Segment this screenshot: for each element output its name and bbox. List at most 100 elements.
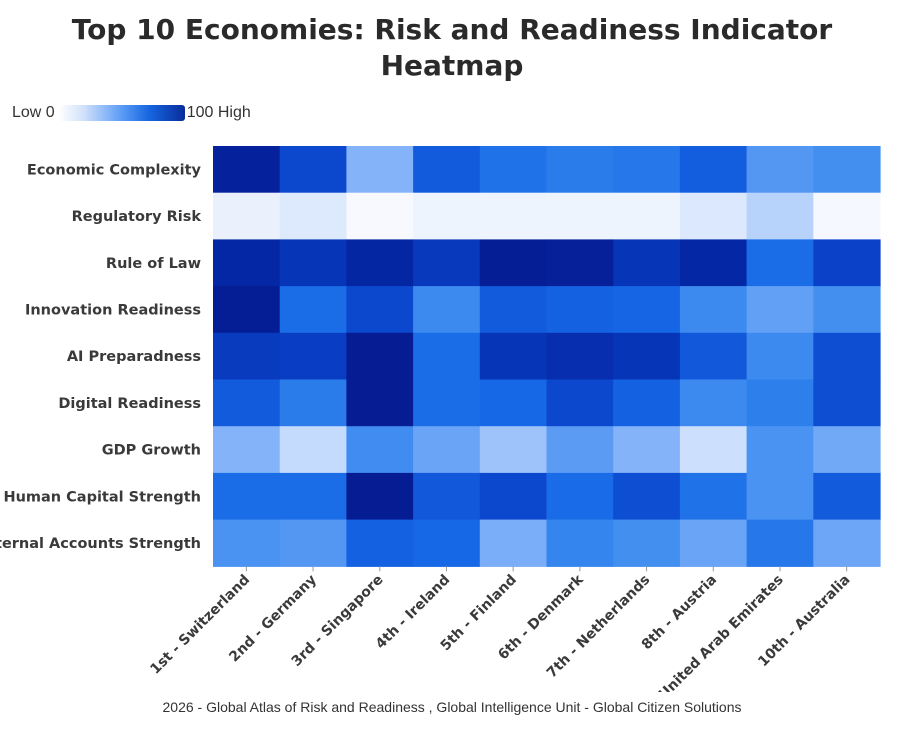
heatmap-cell-regulatory-risk-8th-austria — [679, 192, 748, 240]
heatmap-cell-human-capital-strength-9th-united-arab-emirates — [746, 472, 814, 521]
heatmap-cell-innovation-readiness-4th-ireland — [413, 286, 481, 334]
heatmap-chart: Economic Complexity Regulatory Risk Rule o… — [0, 146, 881, 692]
heatmap-cell-regulatory-risk-3rd-singapore — [346, 192, 414, 240]
heatmap-cell-regulatory-risk-6th-denmark — [546, 192, 614, 240]
heatmap-cell-innovation-readiness-1st-switzerland — [213, 286, 281, 334]
heatmap-cell-economic-complexity-1st-switzerland — [213, 146, 281, 194]
chart-title: Top 10 Economies: Risk and Readiness Ind… — [0, 12, 904, 84]
heatmap-cell-human-capital-strength-7th-netherlands — [613, 472, 681, 521]
heatmap-cell-rule-of-law-10th-australia — [813, 239, 881, 287]
heatmap-cell-innovation-readiness-5th-finland — [479, 286, 548, 334]
y-axis-label-gdp-growth: GDP Growth — [102, 443, 201, 459]
heatmap-cell-ai-preparadness-2nd-germany — [279, 332, 347, 381]
heatmap-cell-digital-readiness-5th-finland — [479, 379, 548, 427]
heatmap-cell-economic-complexity-10th-australia — [813, 146, 881, 194]
heatmap-cell-ai-preparadness-7th-netherlands — [613, 332, 681, 381]
heatmap-cell-gdp-growth-1st-switzerland — [213, 426, 281, 474]
heatmap-cell-innovation-readiness-7th-netherlands — [613, 286, 681, 334]
heatmap-cell-gdp-growth-9th-united-arab-emirates — [746, 426, 814, 474]
heatmap-cell-gdp-growth-8th-austria — [679, 426, 748, 474]
heatmap-cell-regulatory-risk-4th-ireland — [413, 192, 481, 240]
legend-gradient-bar — [58, 105, 185, 121]
heatmap-cell-gdp-growth-10th-australia — [813, 426, 881, 474]
chart-title-line2: Heatmap — [380, 49, 524, 82]
heatmap-cell-gdp-growth-6th-denmark — [546, 426, 614, 474]
heatmap-cell-digital-readiness-10th-australia — [813, 379, 881, 427]
heatmap-cell-digital-readiness-8th-austria — [679, 379, 748, 427]
heatmap-cell-innovation-readiness-9th-united-arab-emirates — [746, 286, 814, 334]
heatmap-cell-digital-readiness-2nd-germany — [279, 379, 347, 427]
heatmap-cell-economic-complexity-7th-netherlands — [613, 146, 681, 194]
heatmap-cell-external-accounts-strength-5th-finland — [479, 519, 548, 567]
heatmap-cell-ai-preparadness-6th-denmark — [546, 332, 614, 381]
heatmap-cell-rule-of-law-3rd-singapore — [346, 239, 414, 287]
legend-low-label: Low 0 — [12, 104, 55, 121]
heatmap-cell-regulatory-risk-9th-united-arab-emirates — [746, 192, 814, 240]
heatmap-cell-regulatory-risk-2nd-germany — [279, 192, 347, 240]
heatmap-cell-external-accounts-strength-10th-australia — [813, 519, 881, 567]
chart-title-line1: Top 10 Economies: Risk and Readiness Ind… — [71, 13, 833, 46]
y-axis-label-digital-readiness: Digital Readiness — [58, 396, 201, 412]
heatmap-cell-innovation-readiness-6th-denmark — [546, 286, 614, 334]
y-axis-label-ai-preparadness: AI Preparadness — [67, 349, 201, 365]
heatmap-cell-ai-preparadness-5th-finland — [479, 332, 548, 381]
heatmap-cell-gdp-growth-2nd-germany — [279, 426, 347, 474]
heatmap-cell-rule-of-law-6th-denmark — [546, 239, 614, 287]
heatmap-cell-external-accounts-strength-6th-denmark — [546, 519, 614, 567]
heatmap-cell-external-accounts-strength-2nd-germany — [279, 519, 347, 567]
heatmap-cell-regulatory-risk-5th-finland — [479, 192, 548, 240]
heatmap-cell-digital-readiness-1st-switzerland — [213, 379, 281, 427]
heatmap-cell-digital-readiness-7th-netherlands — [613, 379, 681, 427]
color-legend: Low 0 100 High — [12, 102, 251, 124]
legend-high-label: 100 High — [186, 104, 251, 121]
heatmap-cell-digital-readiness-4th-ireland — [413, 379, 481, 427]
heatmap-cell-innovation-readiness-10th-australia — [813, 286, 881, 334]
heatmap-cell-regulatory-risk-10th-australia — [813, 192, 881, 240]
y-axis-label-human-capital-strength: Human Capital Strength — [3, 489, 201, 505]
heatmap-cell-external-accounts-strength-1st-switzerland — [213, 519, 281, 567]
heatmap-cell-economic-complexity-5th-finland — [479, 146, 548, 194]
heatmap-cell-ai-preparadness-3rd-singapore — [346, 332, 414, 381]
heatmap-cell-economic-complexity-9th-united-arab-emirates — [746, 146, 814, 194]
heatmap-cell-digital-readiness-3rd-singapore — [346, 379, 414, 427]
heatmap-cell-human-capital-strength-5th-finland — [479, 472, 548, 521]
heatmap-cell-rule-of-law-8th-austria — [679, 239, 748, 287]
heatmap-cell-ai-preparadness-9th-united-arab-emirates — [746, 332, 814, 381]
y-axis-label-external-accounts-strength: External Accounts Strength — [0, 536, 201, 552]
heatmap-cell-gdp-growth-3rd-singapore — [346, 426, 414, 474]
heatmap-cell-rule-of-law-1st-switzerland — [213, 239, 281, 287]
heatmap-cell-innovation-readiness-3rd-singapore — [346, 286, 414, 334]
heatmap-cell-digital-readiness-6th-denmark — [546, 379, 614, 427]
heatmap-cell-regulatory-risk-7th-netherlands — [613, 192, 681, 240]
heatmap-cell-ai-preparadness-10th-australia — [813, 332, 881, 381]
heatmap-cell-rule-of-law-9th-united-arab-emirates — [746, 239, 814, 287]
heatmap-cell-external-accounts-strength-8th-austria — [679, 519, 748, 567]
heatmap-cell-human-capital-strength-6th-denmark — [546, 472, 614, 521]
y-axis-labels: Economic Complexity Regulatory Risk Rule o… — [0, 162, 202, 552]
heatmap-cell-external-accounts-strength-4th-ireland — [413, 519, 481, 567]
heatmap-cell-human-capital-strength-3rd-singapore — [346, 472, 414, 521]
heatmap-cell-gdp-growth-7th-netherlands — [613, 426, 681, 474]
source-caption: 2026 - Global Atlas of Risk and Readines… — [162, 699, 742, 715]
heatmap-cell-regulatory-risk-1st-switzerland — [213, 192, 281, 240]
heatmap-cells — [213, 146, 881, 567]
heatmap-cell-gdp-growth-4th-ireland — [413, 426, 481, 474]
heatmap-cell-ai-preparadness-4th-ireland — [413, 332, 481, 381]
heatmap-cell-external-accounts-strength-3rd-singapore — [346, 519, 414, 567]
y-axis-label-rule-of-law: Rule of Law — [106, 256, 201, 272]
heatmap-cell-rule-of-law-4th-ireland — [413, 239, 481, 287]
heatmap-cell-rule-of-law-2nd-germany — [279, 239, 347, 287]
y-axis-label-regulatory-risk: Regulatory Risk — [72, 209, 202, 225]
y-axis-label-economic-complexity: Economic Complexity — [27, 162, 202, 178]
heatmap-cell-rule-of-law-5th-finland — [479, 239, 548, 287]
heatmap-cell-ai-preparadness-8th-austria — [679, 332, 748, 381]
heatmap-cell-economic-complexity-3rd-singapore — [346, 146, 414, 194]
heatmap-cell-external-accounts-strength-9th-united-arab-emirates — [746, 519, 814, 567]
heatmap-cell-innovation-readiness-8th-austria — [679, 286, 748, 334]
heatmap-cell-human-capital-strength-1st-switzerland — [213, 472, 281, 521]
heatmap-cell-external-accounts-strength-7th-netherlands — [613, 519, 681, 567]
heatmap-cell-economic-complexity-8th-austria — [679, 146, 748, 194]
heatmap-cell-rule-of-law-7th-netherlands — [613, 239, 681, 287]
heatmap-cell-digital-readiness-9th-united-arab-emirates — [746, 379, 814, 427]
